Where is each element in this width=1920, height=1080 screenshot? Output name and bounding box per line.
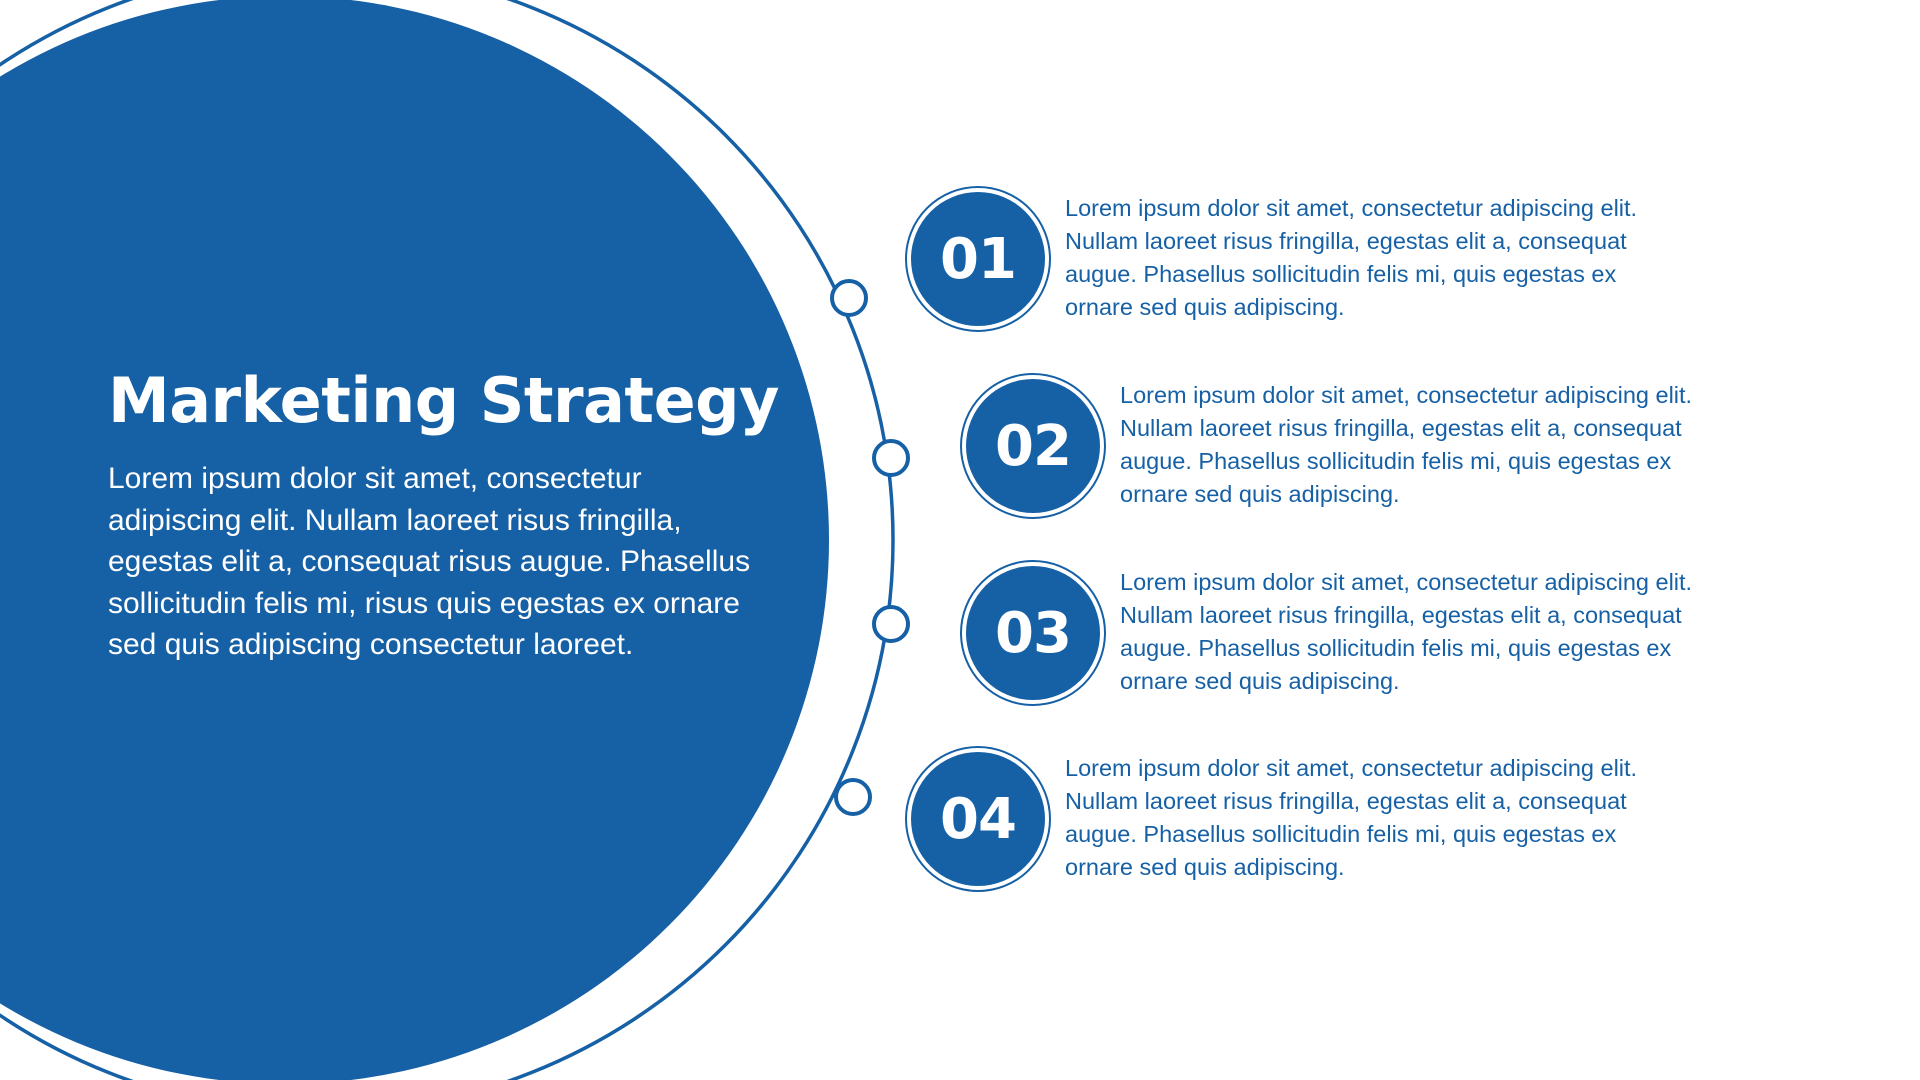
step-item-1: 01 Lorem ipsum dolor sit amet, consectet… — [905, 186, 1905, 336]
arc-line — [0, 0, 895, 1080]
step-number: 04 — [940, 786, 1017, 852]
blue-half-circle — [0, 0, 829, 1080]
step-number: 02 — [995, 413, 1072, 479]
step-badge: 01 — [905, 186, 1051, 332]
arc-node-3 — [872, 605, 910, 643]
step-description: Lorem ipsum dolor sit amet, consectetur … — [1065, 755, 1638, 880]
step-badge: 03 — [960, 560, 1106, 706]
step-item-2: 02 Lorem ipsum dolor sit amet, consectet… — [960, 373, 1920, 523]
step-description: Lorem ipsum dolor sit amet, consectetur … — [1120, 569, 1693, 694]
step-item-4: 04 Lorem ipsum dolor sit amet, consectet… — [905, 746, 1905, 896]
step-number: 03 — [995, 600, 1072, 666]
step-badge: 04 — [905, 746, 1051, 892]
step-number: 01 — [940, 226, 1017, 292]
arc-node-2 — [872, 439, 910, 477]
intro-paragraph: Lorem ipsum dolor sit amet, consectetur … — [108, 462, 751, 661]
arc-node-4 — [834, 778, 872, 816]
step-item-3: 03 Lorem ipsum dolor sit amet, consectet… — [960, 560, 1920, 710]
arc-node-1 — [830, 279, 868, 317]
step-description: Lorem ipsum dolor sit amet, consectetur … — [1065, 195, 1638, 320]
title-panel: Marketing Strategy Lorem ipsum dolor sit… — [108, 360, 779, 666]
step-badge: 02 — [960, 373, 1106, 519]
step-description: Lorem ipsum dolor sit amet, consectetur … — [1120, 382, 1693, 507]
page-title: Marketing Strategy — [108, 364, 779, 437]
